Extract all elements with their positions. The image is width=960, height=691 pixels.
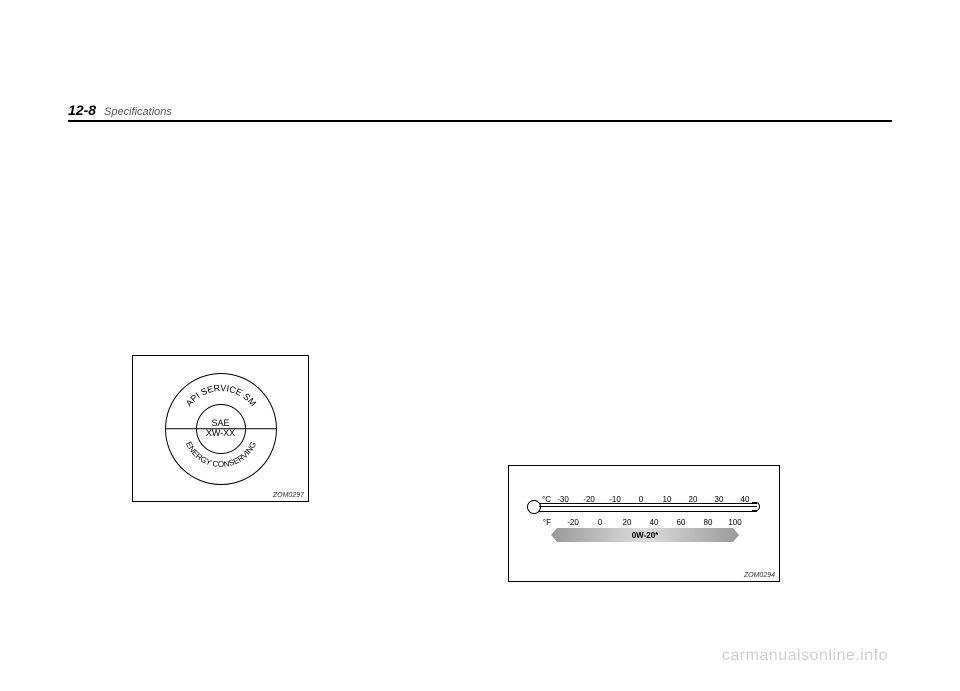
celsius-unit-label: °C — [537, 495, 553, 504]
f-tick: 40 — [644, 518, 664, 527]
f-tick: 20 — [617, 518, 637, 527]
section-title: Specifications — [104, 106, 172, 118]
fahrenheit-unit-label: °F — [537, 518, 553, 527]
watermark-text: carmanualsonline.info — [722, 647, 888, 665]
c-tick: -30 — [553, 495, 573, 504]
fahrenheit-row: °F -20 0 20 40 60 80 100 — [537, 517, 755, 528]
celsius-ticks: -30 -20 -10 0 10 20 30 40 — [553, 494, 755, 505]
c-tick: 10 — [657, 495, 677, 504]
api-inner-circle: SAE XW-XX — [196, 404, 246, 454]
oil-band-label: 0W-20* — [632, 531, 659, 540]
temp-image-code: ZOM0294 — [744, 572, 775, 579]
c-tick: 0 — [631, 495, 651, 504]
f-tick: 0 — [590, 518, 610, 527]
celsius-row: °C -30 -20 -10 0 10 20 30 40 — [537, 494, 755, 505]
c-tick: 20 — [683, 495, 703, 504]
f-tick: 80 — [698, 518, 718, 527]
c-tick: -10 — [605, 495, 625, 504]
c-tick: 40 — [735, 495, 755, 504]
fahrenheit-ticks: -20 0 20 40 60 80 100 — [553, 517, 755, 528]
temperature-figure: °C -30 -20 -10 0 10 20 30 40 °F -20 0 20… — [508, 465, 780, 582]
oil-viscosity-band: 0W-20* — [551, 528, 739, 542]
page-number: 12-8 — [68, 102, 96, 118]
c-tick: -20 — [579, 495, 599, 504]
page-header: 12-8 Specifications — [68, 102, 892, 122]
temperature-scale-block: °C -30 -20 -10 0 10 20 30 40 °F -20 0 20… — [537, 494, 755, 528]
api-center-line2: XW-XX — [206, 429, 235, 439]
f-tick: -20 — [563, 518, 583, 527]
api-service-figure: API SERVICE SM ENERGY CONSERVING SAE XW-… — [132, 355, 309, 502]
f-tick: 100 — [725, 518, 745, 527]
api-image-code: ZOM0297 — [273, 492, 304, 499]
f-tick: 60 — [671, 518, 691, 527]
c-tick: 30 — [709, 495, 729, 504]
